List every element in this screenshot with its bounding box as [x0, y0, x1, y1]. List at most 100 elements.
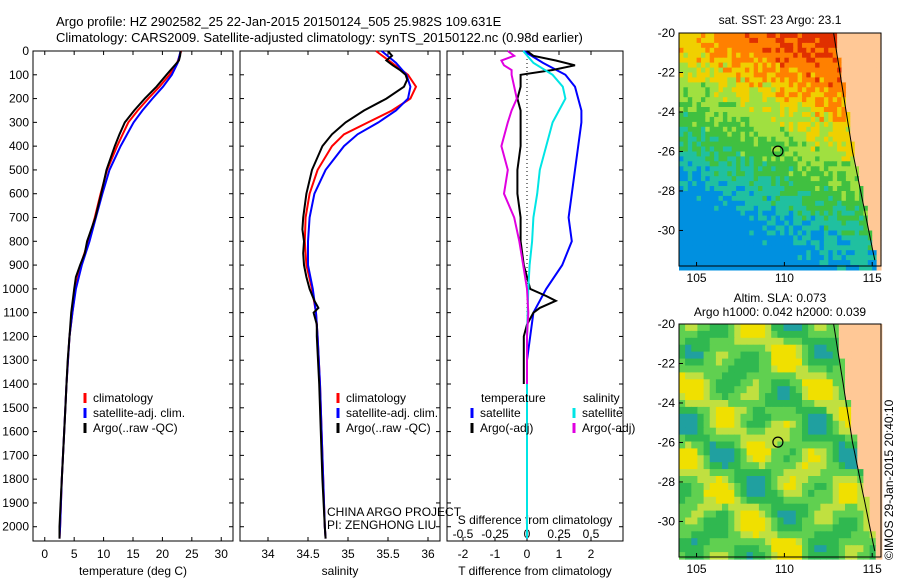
- map-cell: [715, 324, 723, 332]
- map-cell: [734, 524, 741, 532]
- map-cell: [859, 240, 864, 246]
- map-cell: [823, 156, 829, 162]
- map-cell: [872, 156, 878, 162]
- map-cell: [715, 393, 723, 401]
- map-cell: [810, 146, 816, 152]
- map-cell: [872, 67, 878, 74]
- map-cell: [820, 434, 828, 443]
- map-cell: [819, 225, 825, 231]
- map-cell: [789, 434, 797, 443]
- map-cell: [832, 260, 838, 266]
- map-cell: [863, 126, 869, 133]
- map-cell: [854, 47, 860, 54]
- map-cell: [788, 102, 794, 108]
- map-cell: [859, 220, 864, 227]
- map-cell: [797, 255, 803, 261]
- map-cell: [788, 220, 794, 227]
- map-cell: [714, 186, 720, 192]
- map-cell: [850, 92, 856, 98]
- map-cell: [788, 141, 794, 148]
- map-cell: [775, 200, 781, 207]
- map-cell: [875, 448, 883, 456]
- map-cell: [687, 92, 693, 98]
- map-cell: [740, 77, 746, 83]
- map-cell: [820, 476, 828, 484]
- map-cell: [775, 131, 781, 138]
- map-cell: [740, 531, 748, 539]
- map-cell: [696, 220, 702, 227]
- map-cell: [765, 427, 772, 436]
- map-cell: [869, 400, 877, 408]
- map-cell: [697, 517, 705, 525]
- map-cell: [765, 337, 772, 346]
- map-cell: [749, 87, 755, 93]
- map-cell: [859, 136, 864, 143]
- map-cell: [780, 210, 785, 217]
- map-cell: [793, 186, 799, 192]
- map-cell: [838, 496, 846, 505]
- depth-tick-label: 1500: [2, 401, 29, 415]
- map-cell: [828, 215, 834, 222]
- map-cell: [679, 260, 684, 266]
- map-cell: [832, 427, 840, 436]
- map-cell: [771, 393, 778, 401]
- map-cell: [718, 210, 724, 217]
- map-cell: [872, 92, 878, 98]
- map-cell: [687, 161, 693, 167]
- map-cell: [832, 503, 840, 512]
- map-cell: [832, 195, 838, 202]
- map-cell: [687, 230, 693, 236]
- map-cell: [823, 205, 829, 212]
- map-cell: [744, 57, 750, 64]
- map-cell: [696, 151, 702, 157]
- map-cell: [766, 67, 772, 74]
- map-cell: [752, 489, 760, 498]
- map-cell: [810, 265, 816, 271]
- map-cell: [872, 166, 878, 172]
- map-cell: [832, 413, 840, 422]
- map-cell: [793, 141, 799, 148]
- map-cell: [736, 131, 742, 138]
- map-cell: [793, 200, 799, 207]
- map-cell: [797, 220, 803, 227]
- map-cell: [740, 476, 748, 484]
- map-cell: [746, 413, 754, 422]
- map-cell: [731, 250, 737, 256]
- map-cell: [701, 116, 706, 123]
- map-cell: [854, 195, 860, 202]
- map-cell: [828, 57, 834, 64]
- map-cell: [797, 116, 803, 123]
- map-cell: [838, 365, 846, 373]
- map-cell: [758, 379, 766, 387]
- map-cell: [857, 427, 864, 436]
- map-cell: [826, 462, 834, 470]
- map-cell: [838, 358, 846, 367]
- map-cell: [687, 112, 693, 118]
- map-cell: [826, 448, 834, 456]
- map-cell: [802, 531, 809, 539]
- map-cell: [850, 215, 856, 222]
- map-cell: [691, 545, 698, 553]
- map-cell: [832, 82, 838, 88]
- map-cell: [789, 545, 797, 553]
- map-cell: [854, 33, 860, 39]
- map-cell: [734, 448, 741, 456]
- map-cell: [705, 62, 711, 69]
- map-cell: [722, 230, 728, 236]
- map-cell: [788, 215, 794, 222]
- map-cell: [746, 386, 754, 394]
- map-cell: [838, 545, 846, 553]
- map-cell: [841, 121, 847, 128]
- map-cell: [762, 205, 768, 212]
- map-cell: [802, 176, 807, 182]
- map-cell: [731, 62, 737, 69]
- map-cell: [780, 102, 785, 108]
- map-cell: [771, 186, 777, 192]
- map-cell: [793, 82, 799, 88]
- map-cell: [826, 469, 834, 477]
- map-cell: [697, 545, 705, 553]
- map-cell: [784, 62, 790, 69]
- map-cell: [867, 37, 873, 44]
- map-cell: [718, 102, 724, 108]
- map-cell: [806, 255, 812, 261]
